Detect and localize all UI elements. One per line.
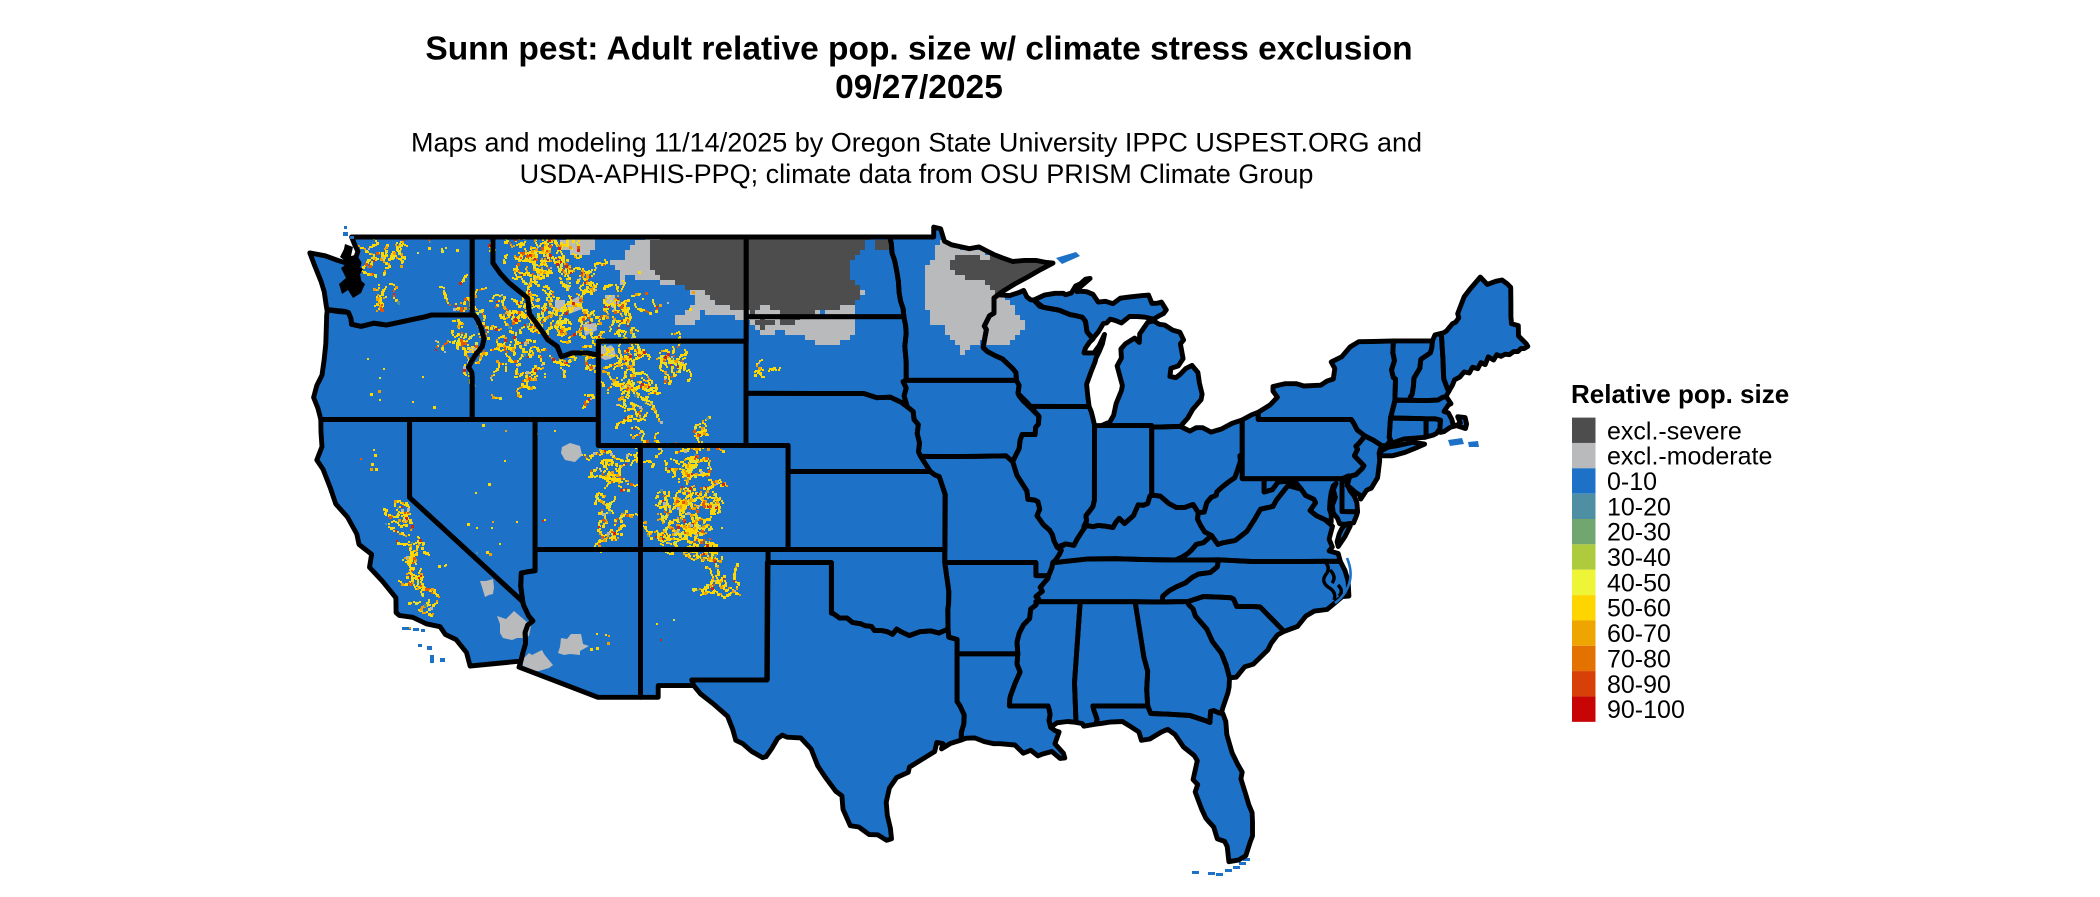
svg-text:70-80: 70-80 <box>1607 645 1671 673</box>
svg-text:09/27/2025: 09/27/2025 <box>835 69 1003 106</box>
svg-text:60-70: 60-70 <box>1607 620 1671 648</box>
svg-text:80-90: 80-90 <box>1607 671 1671 699</box>
svg-text:excl.-severe: excl.-severe <box>1607 417 1742 445</box>
svg-text:10-20: 10-20 <box>1607 493 1671 521</box>
svg-text:excl.-moderate: excl.-moderate <box>1607 443 1772 471</box>
svg-text:Relative pop. size: Relative pop. size <box>1571 379 1789 409</box>
svg-text:50-60: 50-60 <box>1607 595 1671 623</box>
svg-text:USDA-APHIS-PPQ; climate data f: USDA-APHIS-PPQ; climate data from OSU PR… <box>520 159 1314 189</box>
svg-text:30-40: 30-40 <box>1607 544 1671 572</box>
svg-text:Maps and modeling 11/14/2025 b: Maps and modeling 11/14/2025 by Oregon S… <box>411 128 1422 158</box>
svg-text:40-50: 40-50 <box>1607 569 1671 597</box>
svg-text:Sunn pest: Adult relative pop.: Sunn pest: Adult relative pop. size w/ c… <box>425 31 1412 68</box>
svg-text:90-100: 90-100 <box>1607 696 1685 724</box>
svg-text:20-30: 20-30 <box>1607 519 1671 547</box>
svg-text:0-10: 0-10 <box>1607 468 1657 496</box>
